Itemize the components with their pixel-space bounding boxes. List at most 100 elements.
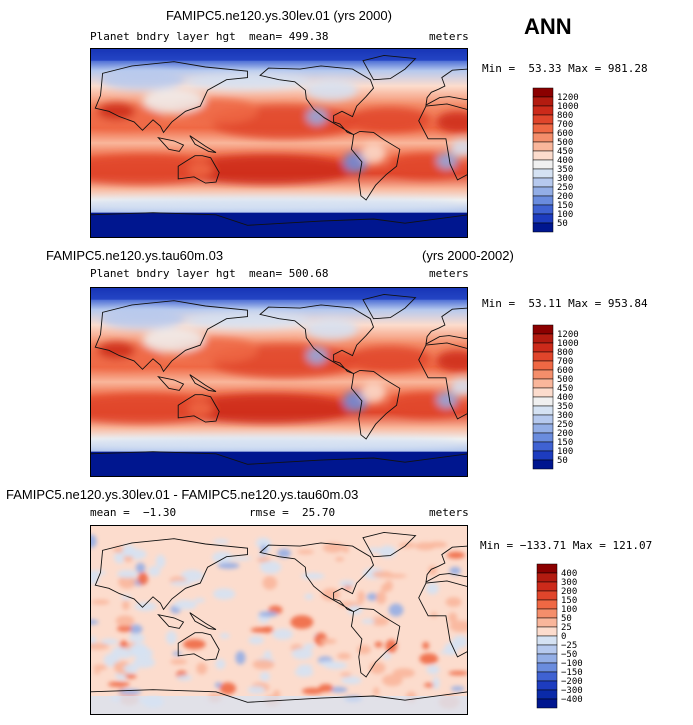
panel3-colorbar-box-12 [536,671,558,682]
panel3-anomaly-blob-71 [426,582,439,595]
panel3-anomaly-blob-32 [100,638,119,645]
panel2-colorbar-box-7 [532,387,554,398]
panel2-colorbar-label-6: 450 [557,384,573,394]
panel2-field-blob-1 [347,346,432,372]
panel3-anomaly-blob-46 [445,597,462,607]
panel2-colorbar-label-12: 150 [557,438,573,448]
panel2-colorbar-box-2 [532,342,554,353]
panel2-colorbar-box-14 [532,450,554,461]
panel3-anomaly-blob-126 [339,580,355,587]
panel3-anomaly-blob-168 [107,681,130,687]
panel1-colorbar-box-1 [532,96,554,107]
panel3-anomaly-blob-91 [122,600,130,611]
panel1-colorbar-box-8 [532,159,554,170]
panel2-colorbar-label-7: 400 [557,393,573,403]
panel2-colorbar-box-6 [532,378,554,389]
panel2-field-blob-9 [436,391,458,409]
panel1-field-blob-16 [360,143,387,165]
panel3-anomaly-blob-128 [277,548,291,559]
panel1-colorbar-label-9: 300 [557,174,573,184]
panel1-coastline-1 [425,68,468,106]
panel1-field-blob-1 [347,107,432,133]
panel3-anomaly-blob-24 [357,590,365,604]
panel3-colorbar-label-7: 0 [561,632,566,642]
panel3-colorbar-box-4 [536,599,558,610]
panel3-anomaly-blob-148 [134,602,157,611]
panel2-coastline-0 [418,342,468,420]
panel3-colorbar-box-13 [536,680,558,691]
panel3-colorbar-label-12: −200 [561,677,583,687]
panel3-colorbar-box-1 [536,572,558,583]
panel3-anomaly-blob-61 [119,640,129,648]
panel3-anomaly-blob-167 [347,605,363,615]
panel3-colorbar-label-4: 100 [561,605,577,615]
panel2-colorbar-label-5: 500 [557,375,573,385]
panel1-coastline-7 [362,54,417,81]
panel3-anomaly-blob-140 [113,662,121,670]
panel3-anomaly-blob-75 [170,580,192,586]
panel3-colorbar-box-5 [536,608,558,619]
panel3-anomaly-blob-107 [304,593,314,600]
panel3-coastline-2 [94,538,248,611]
panel2-minmax: Min = 53.11 Max = 953.84 [482,297,648,310]
panel3-anomaly-blob-34 [448,612,458,623]
panel3-anomaly-blob-95 [212,588,236,600]
panel1-field-blob-2 [184,154,353,185]
panel3-colorbar-box-2 [536,581,558,592]
panel1-coastline-2 [94,61,248,134]
panel3-anomaly-blob-99 [382,674,403,687]
panel1-colorbar-label-0: 1200 [557,93,579,103]
panel1-colorbar-box-3 [532,114,554,125]
panel3-coastline-0 [418,580,468,658]
panel3-anomaly-blob-26 [248,636,264,645]
panel1-colorbar-box-2 [532,105,554,116]
panel1-coastline-6 [259,65,375,136]
panel2-field-blob-17 [450,378,468,396]
season-label: ANN [524,14,572,39]
panel1-colorbar-label-11: 200 [557,192,573,202]
panel3-anomaly-blob-4 [128,624,143,634]
panel3-anomaly-blob-67 [373,687,380,696]
panel1-title: FAMIPC5.ne120.ys.30lev.01 (yrs 2000) [166,8,392,23]
panel2-colorbar-label-4: 600 [557,366,573,376]
panel3-anomaly-blob-159 [217,562,240,569]
panel2-map-border [90,287,468,477]
panel3-colorbar-box-11 [536,662,558,673]
panel2-field-blob-16 [360,382,387,404]
panel3-colorbar-label-11: −150 [561,668,583,678]
panel1-colorbar-label-12: 150 [557,201,573,211]
panel1-colorbar-label-7: 400 [557,156,573,166]
panel3-anomaly-blob-80 [439,650,459,655]
panel1-field-blob-8 [306,108,328,126]
panel2-field-blob-15 [305,318,358,340]
panel1-colorbar-label-5: 500 [557,138,573,148]
panel2-title: FAMIPC5.ne120.ys.tau60m.03 [46,248,224,263]
panel3-colorbar-label-6: 25 [561,623,572,633]
panel2-mean: mean= 500.68 [249,267,329,280]
panel3-anomaly-blob-161 [301,687,324,695]
panel3-colorbar-label-5: 50 [561,614,572,624]
panel3-anomaly-blob-129 [176,674,193,681]
panel3-anomaly-blob-109 [118,575,136,589]
panel3-anomaly-blob-82 [446,551,466,559]
panel1-colorbar-label-6: 450 [557,147,573,157]
panel2-colorbar-box-4 [532,360,554,371]
panel3-anomaly-blob-97 [120,595,132,600]
panel3-anomaly-blob-155 [133,656,156,668]
panel1-colorbar: 1200100080070060050045040035030025020015… [532,87,579,233]
panel3-anomaly-blob-164 [155,554,166,569]
panel2-colorbar-box-11 [532,423,554,434]
panel3-anomaly-blob-2 [329,686,348,693]
panel2-field-blob-14 [100,308,185,330]
panel3-coastline-9 [90,689,468,715]
panel3-anomaly-blob-114 [294,667,314,677]
panel3-anomaly-blob-104 [235,651,246,665]
panel3-anomaly-blob-132 [361,618,376,624]
panel1-colorbar-box-5 [532,132,554,143]
panel3-colorbar-box-14 [536,689,558,700]
panel3-coastline-3 [157,613,185,629]
panel1-colorbar-label-14: 50 [557,219,568,229]
panel2-field-blob-8 [306,347,328,365]
panel3-anomaly-blob-100 [258,611,278,617]
panel3-anomaly-blob-57 [296,549,315,555]
